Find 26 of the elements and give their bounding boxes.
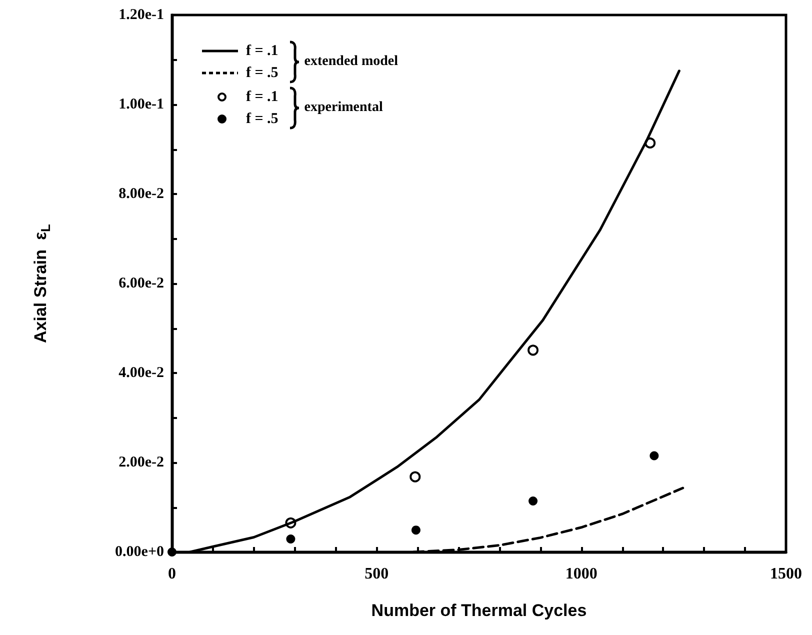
y-tick-label: 0.00e+0 <box>115 544 164 560</box>
legend-label: f = .1 <box>246 42 278 60</box>
y-tick-label: 6.00e-2 <box>118 276 164 292</box>
legend-label: f = .5 <box>246 110 278 128</box>
point <box>528 344 539 356</box>
y-tick-label: 1.20e-1 <box>118 7 164 23</box>
point <box>528 496 538 506</box>
y-tick-label: 1.00e-1 <box>118 96 164 112</box>
y-tick-label: 2.00e-2 <box>118 454 164 470</box>
x-axis-title: Number of Thermal Cycles <box>371 601 587 620</box>
legend-label: f = .5 <box>246 64 278 82</box>
y-axis-title: Axial Strain εL <box>31 224 53 343</box>
x-tick-label: 1000 <box>565 566 598 582</box>
x-tick-label: 1500 <box>770 566 802 582</box>
point <box>650 451 659 460</box>
legend-label: f = .1 <box>246 88 278 106</box>
annotation: extended model <box>304 54 398 70</box>
point <box>168 548 176 556</box>
x-tick-label: 500 <box>364 566 389 582</box>
y-tick-label: 4.00e-2 <box>118 365 164 381</box>
annotation: experimental <box>304 100 383 116</box>
y-tick-label: 8.00e-2 <box>118 186 164 202</box>
point <box>410 471 421 482</box>
point <box>286 534 296 544</box>
x-tick-label: 0 <box>168 566 176 582</box>
point <box>411 526 420 535</box>
